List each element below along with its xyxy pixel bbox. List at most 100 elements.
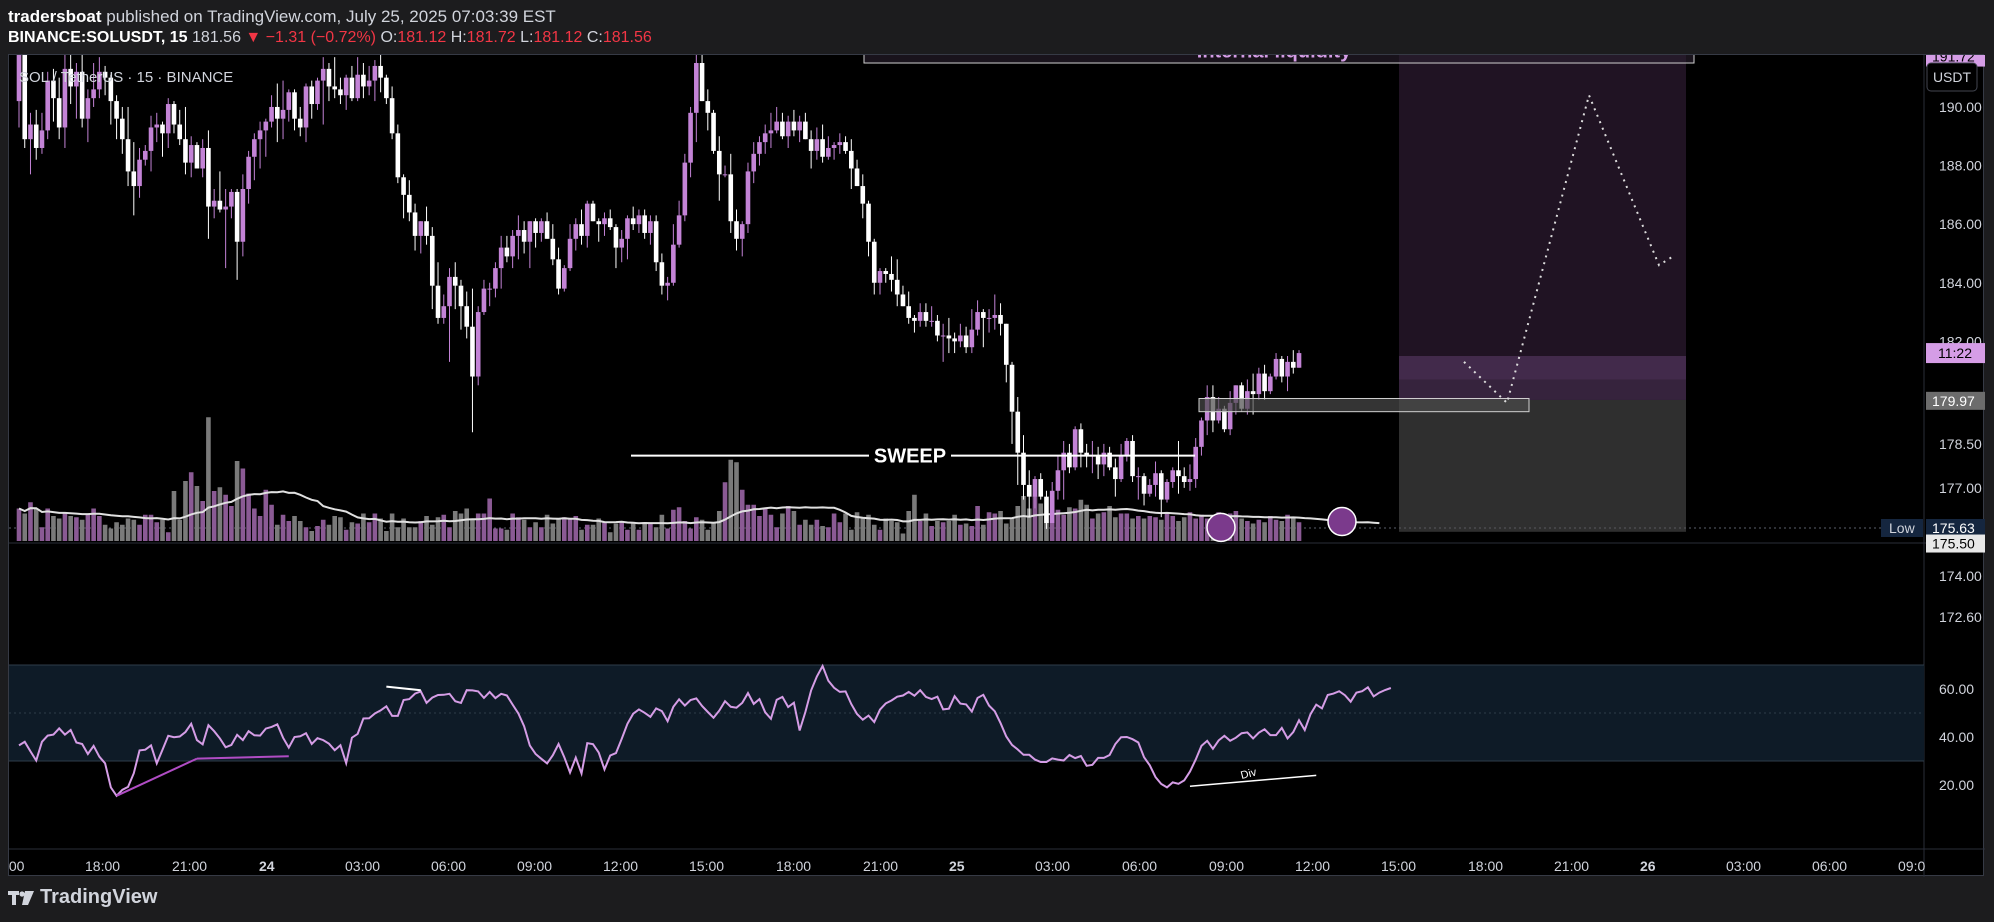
volume-bar — [889, 521, 894, 541]
candle-body — [39, 130, 45, 148]
volume-bar — [1268, 516, 1273, 541]
volume-bar — [1279, 521, 1285, 541]
volume-bar — [1285, 514, 1290, 541]
low-value: 181.12 — [533, 29, 583, 46]
countdown-label: 11:22 — [1938, 345, 1972, 361]
time-tick-label: 03:00 — [345, 858, 380, 874]
projection-path — [1463, 92, 1674, 405]
volume-bar — [1061, 514, 1066, 541]
volume-bar — [62, 513, 68, 541]
volume-bar — [1090, 518, 1095, 541]
volume-bar — [401, 518, 406, 541]
candle-body — [963, 335, 969, 348]
volume-bar — [16, 508, 22, 541]
volume-bar — [292, 516, 297, 541]
volume-bar — [206, 417, 211, 541]
candle-body — [114, 101, 119, 119]
chart-canvas[interactable]: Internal liquidity SWEEP Div 190.00 188.00 18… — [9, 55, 1985, 877]
candle-body — [303, 86, 309, 128]
candle-body — [68, 68, 73, 87]
candle-body — [808, 139, 814, 151]
candle-body — [958, 335, 963, 342]
volume-bar — [716, 511, 722, 541]
volume-bar — [148, 514, 154, 541]
time-tick-label: :00 — [9, 858, 25, 874]
volume-bar — [728, 459, 734, 541]
candle-body — [728, 174, 734, 222]
volume-bar — [946, 521, 952, 541]
candle-body — [630, 218, 636, 225]
volume-bar — [481, 513, 487, 541]
price-change: ▼ −1.31 (−0.72%) — [245, 29, 376, 46]
candle-body — [831, 145, 837, 148]
volume-bar — [797, 524, 802, 541]
volume-bar — [791, 511, 797, 541]
volume-bar — [653, 527, 659, 541]
low-marker-circle — [1206, 512, 1236, 543]
candle-body — [343, 77, 349, 96]
candle-body — [1158, 473, 1164, 500]
candle-body — [246, 156, 251, 189]
candle-body — [791, 121, 797, 131]
volume-bar — [320, 519, 326, 541]
candle-body — [1153, 473, 1158, 485]
currency-button-label[interactable]: USDT — [1933, 69, 1972, 85]
candle-body — [85, 98, 91, 119]
chart-area[interactable]: Internal liquidity SWEEP Div 190.00 188.00 18… — [8, 54, 1985, 877]
currency-button[interactable] — [1926, 62, 1978, 92]
candle-body — [16, 55, 22, 102]
candle-body — [33, 124, 39, 148]
author-name[interactable]: tradersboat — [8, 7, 102, 26]
time-tick-label: 15:00 — [689, 858, 724, 874]
high-price-label: 191.72 — [1932, 55, 1975, 65]
low-marker-circle — [1327, 506, 1357, 537]
volume-bar — [998, 511, 1003, 541]
candle-body — [131, 171, 137, 187]
volume-bar — [877, 529, 883, 541]
candle-body — [849, 150, 854, 169]
volume-bar — [1118, 513, 1124, 541]
volume-bar — [435, 517, 441, 541]
volume-bar — [711, 522, 716, 541]
volume-bar — [900, 533, 906, 541]
volume-bar — [602, 522, 607, 541]
volume-bar — [676, 507, 682, 541]
volume-bar — [160, 519, 165, 541]
candle-body — [969, 329, 975, 348]
candle-body — [275, 106, 280, 119]
volume-bar — [1026, 508, 1032, 541]
candle-body — [464, 306, 470, 327]
candle-body — [332, 86, 337, 90]
volume-bar — [579, 529, 584, 541]
volume-bar — [33, 508, 39, 541]
tradingview-footer: TradingView — [8, 886, 157, 909]
candle-body — [1262, 373, 1267, 392]
candle-body — [74, 71, 79, 87]
candle-body — [986, 317, 992, 319]
candle-body — [912, 317, 917, 321]
volume-bar — [366, 522, 372, 541]
time-tick-label: 06:00 — [1122, 858, 1157, 874]
volume-bar — [1187, 512, 1193, 541]
volume-bar — [981, 524, 986, 541]
volume-bar — [407, 527, 412, 541]
candle-body — [269, 106, 274, 122]
candle-body — [1233, 385, 1239, 403]
candle-body — [866, 203, 871, 242]
low-tag-bg — [1881, 519, 1923, 537]
time-tick-label: 12:00 — [603, 858, 638, 874]
candle-body — [975, 312, 980, 330]
price-badge — [1926, 391, 1985, 410]
volume-bar — [1273, 519, 1279, 541]
breakout-box — [1198, 397, 1530, 413]
volume-bar — [28, 502, 33, 541]
candle-body — [642, 215, 647, 233]
candle-body — [1227, 402, 1233, 430]
candle-body — [762, 133, 768, 143]
price-tick-label: 190.00 — [1939, 99, 1982, 115]
volume-bar — [1181, 517, 1187, 541]
candle-body — [602, 218, 607, 225]
candle-body — [28, 124, 33, 140]
candle-body — [659, 262, 665, 286]
volume-bar — [229, 506, 234, 541]
